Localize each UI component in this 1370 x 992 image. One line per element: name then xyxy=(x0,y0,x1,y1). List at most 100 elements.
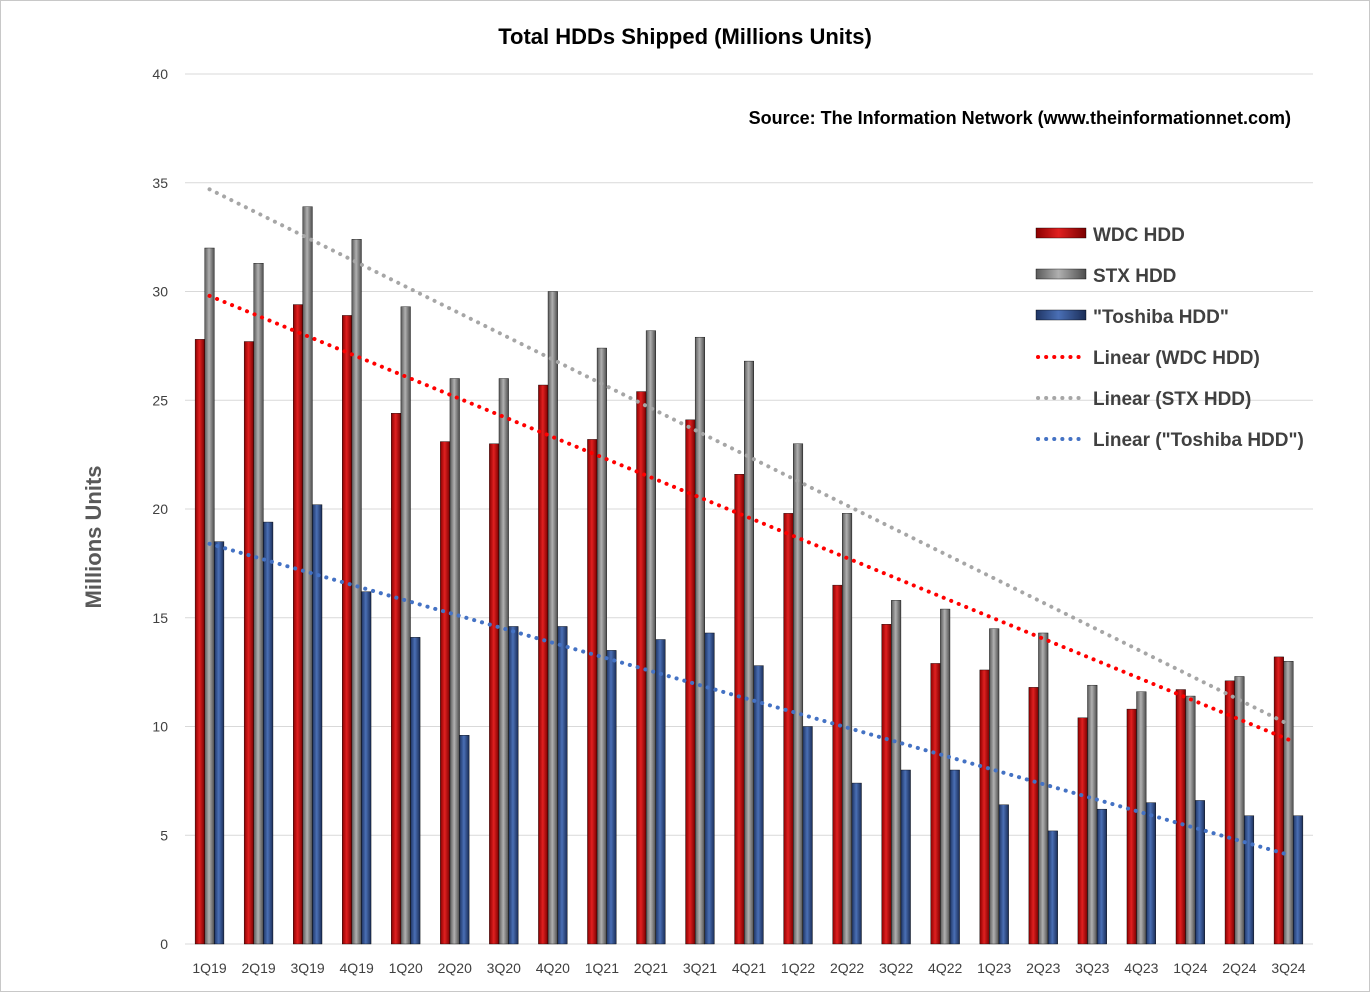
legend-swatch xyxy=(1035,268,1087,280)
y-tick-label: 5 xyxy=(160,827,168,843)
bar xyxy=(194,339,205,945)
x-tick-label: 2Q23 xyxy=(1026,960,1060,976)
bar xyxy=(1038,632,1049,945)
trendline xyxy=(207,187,1291,727)
bar xyxy=(596,347,607,945)
bar xyxy=(1194,800,1205,945)
bar xyxy=(361,591,372,945)
bar xyxy=(1077,717,1088,945)
bar xyxy=(1175,689,1186,945)
bar xyxy=(704,632,715,945)
trendline xyxy=(207,293,1291,742)
y-tick-label: 40 xyxy=(152,66,168,82)
legend-swatch xyxy=(1035,309,1087,321)
bar xyxy=(508,626,519,945)
x-tick-label: 4Q19 xyxy=(340,960,374,976)
bar xyxy=(351,239,362,945)
source-note: Source: The Information Network (www.the… xyxy=(749,108,1291,128)
bar xyxy=(606,650,617,945)
bar xyxy=(1047,830,1058,945)
legend-label: Linear (WDC HDD) xyxy=(1093,348,1260,369)
legend-label: Linear (STX HDD) xyxy=(1093,389,1251,410)
bar xyxy=(694,336,705,945)
x-tick-label: 2Q21 xyxy=(634,960,668,976)
bar xyxy=(214,541,225,945)
bar xyxy=(1273,656,1284,945)
x-tick-label: 2Q20 xyxy=(438,960,472,976)
x-tick-label: 3Q19 xyxy=(290,960,324,976)
bar xyxy=(1136,691,1147,945)
bar xyxy=(832,584,843,945)
bar xyxy=(783,513,794,945)
bar xyxy=(1096,808,1107,945)
x-tick-label: 1Q22 xyxy=(781,960,815,976)
x-tick-label: 4Q20 xyxy=(536,960,570,976)
bars xyxy=(194,206,1304,945)
bar xyxy=(253,263,264,945)
x-tick-label: 1Q24 xyxy=(1173,960,1207,976)
bar xyxy=(1087,684,1098,945)
bar xyxy=(998,804,1009,945)
y-axis-label: Millions Units xyxy=(81,466,106,609)
bar xyxy=(881,624,892,945)
bar xyxy=(557,626,568,945)
x-tick-label: 3Q23 xyxy=(1075,960,1109,976)
x-tick-label: 4Q23 xyxy=(1124,960,1158,976)
y-tick-label: 35 xyxy=(152,175,168,191)
bar xyxy=(391,413,402,945)
bar xyxy=(734,474,745,945)
bar xyxy=(449,378,460,945)
bar xyxy=(979,669,990,945)
y-tick-label: 30 xyxy=(152,284,168,300)
bar xyxy=(891,600,902,945)
bar xyxy=(312,504,323,945)
x-tick-label: 3Q21 xyxy=(683,960,717,976)
bar xyxy=(547,291,558,945)
x-tick-label: 2Q24 xyxy=(1222,960,1256,976)
bar xyxy=(1126,708,1137,945)
bar xyxy=(1145,802,1156,945)
bar xyxy=(1283,661,1294,945)
x-tick-label: 3Q20 xyxy=(487,960,521,976)
bar xyxy=(302,206,313,945)
trendlines xyxy=(207,187,1291,857)
x-tick-label: 1Q20 xyxy=(389,960,423,976)
bar xyxy=(1293,815,1304,945)
bar xyxy=(793,443,804,945)
legend-label: WDC HDD xyxy=(1093,225,1185,246)
x-tick-label: 2Q19 xyxy=(241,960,275,976)
bar xyxy=(459,735,470,945)
bar xyxy=(538,384,549,945)
bar xyxy=(802,726,813,945)
bar xyxy=(1028,687,1039,945)
bar xyxy=(753,665,764,945)
bar xyxy=(989,628,1000,945)
bar xyxy=(498,378,509,945)
x-tick-label: 1Q21 xyxy=(585,960,619,976)
bar xyxy=(1224,680,1235,945)
bar xyxy=(1185,695,1196,945)
chart-title: Total HDDs Shipped (Millions Units) xyxy=(498,24,872,49)
x-tick-label: 1Q19 xyxy=(192,960,226,976)
y-tick-label: 0 xyxy=(160,936,168,952)
y-tick-label: 20 xyxy=(152,501,168,517)
bar xyxy=(410,637,421,945)
x-tick-label: 3Q24 xyxy=(1271,960,1305,976)
bar xyxy=(949,769,960,945)
bar xyxy=(342,315,353,945)
bar xyxy=(489,443,500,945)
legend-label: Linear ("Toshiba HDD") xyxy=(1093,430,1304,451)
x-tick-label: 4Q22 xyxy=(928,960,962,976)
bar xyxy=(293,304,304,945)
y-tick-label: 10 xyxy=(152,719,168,735)
bar xyxy=(263,521,274,945)
x-tick-label: 3Q22 xyxy=(879,960,913,976)
x-tick-label: 2Q22 xyxy=(830,960,864,976)
y-tick-label: 25 xyxy=(152,392,168,408)
bar xyxy=(243,341,254,945)
bar xyxy=(400,306,411,945)
bar xyxy=(851,782,862,945)
legend-label: STX HDD xyxy=(1093,266,1176,287)
